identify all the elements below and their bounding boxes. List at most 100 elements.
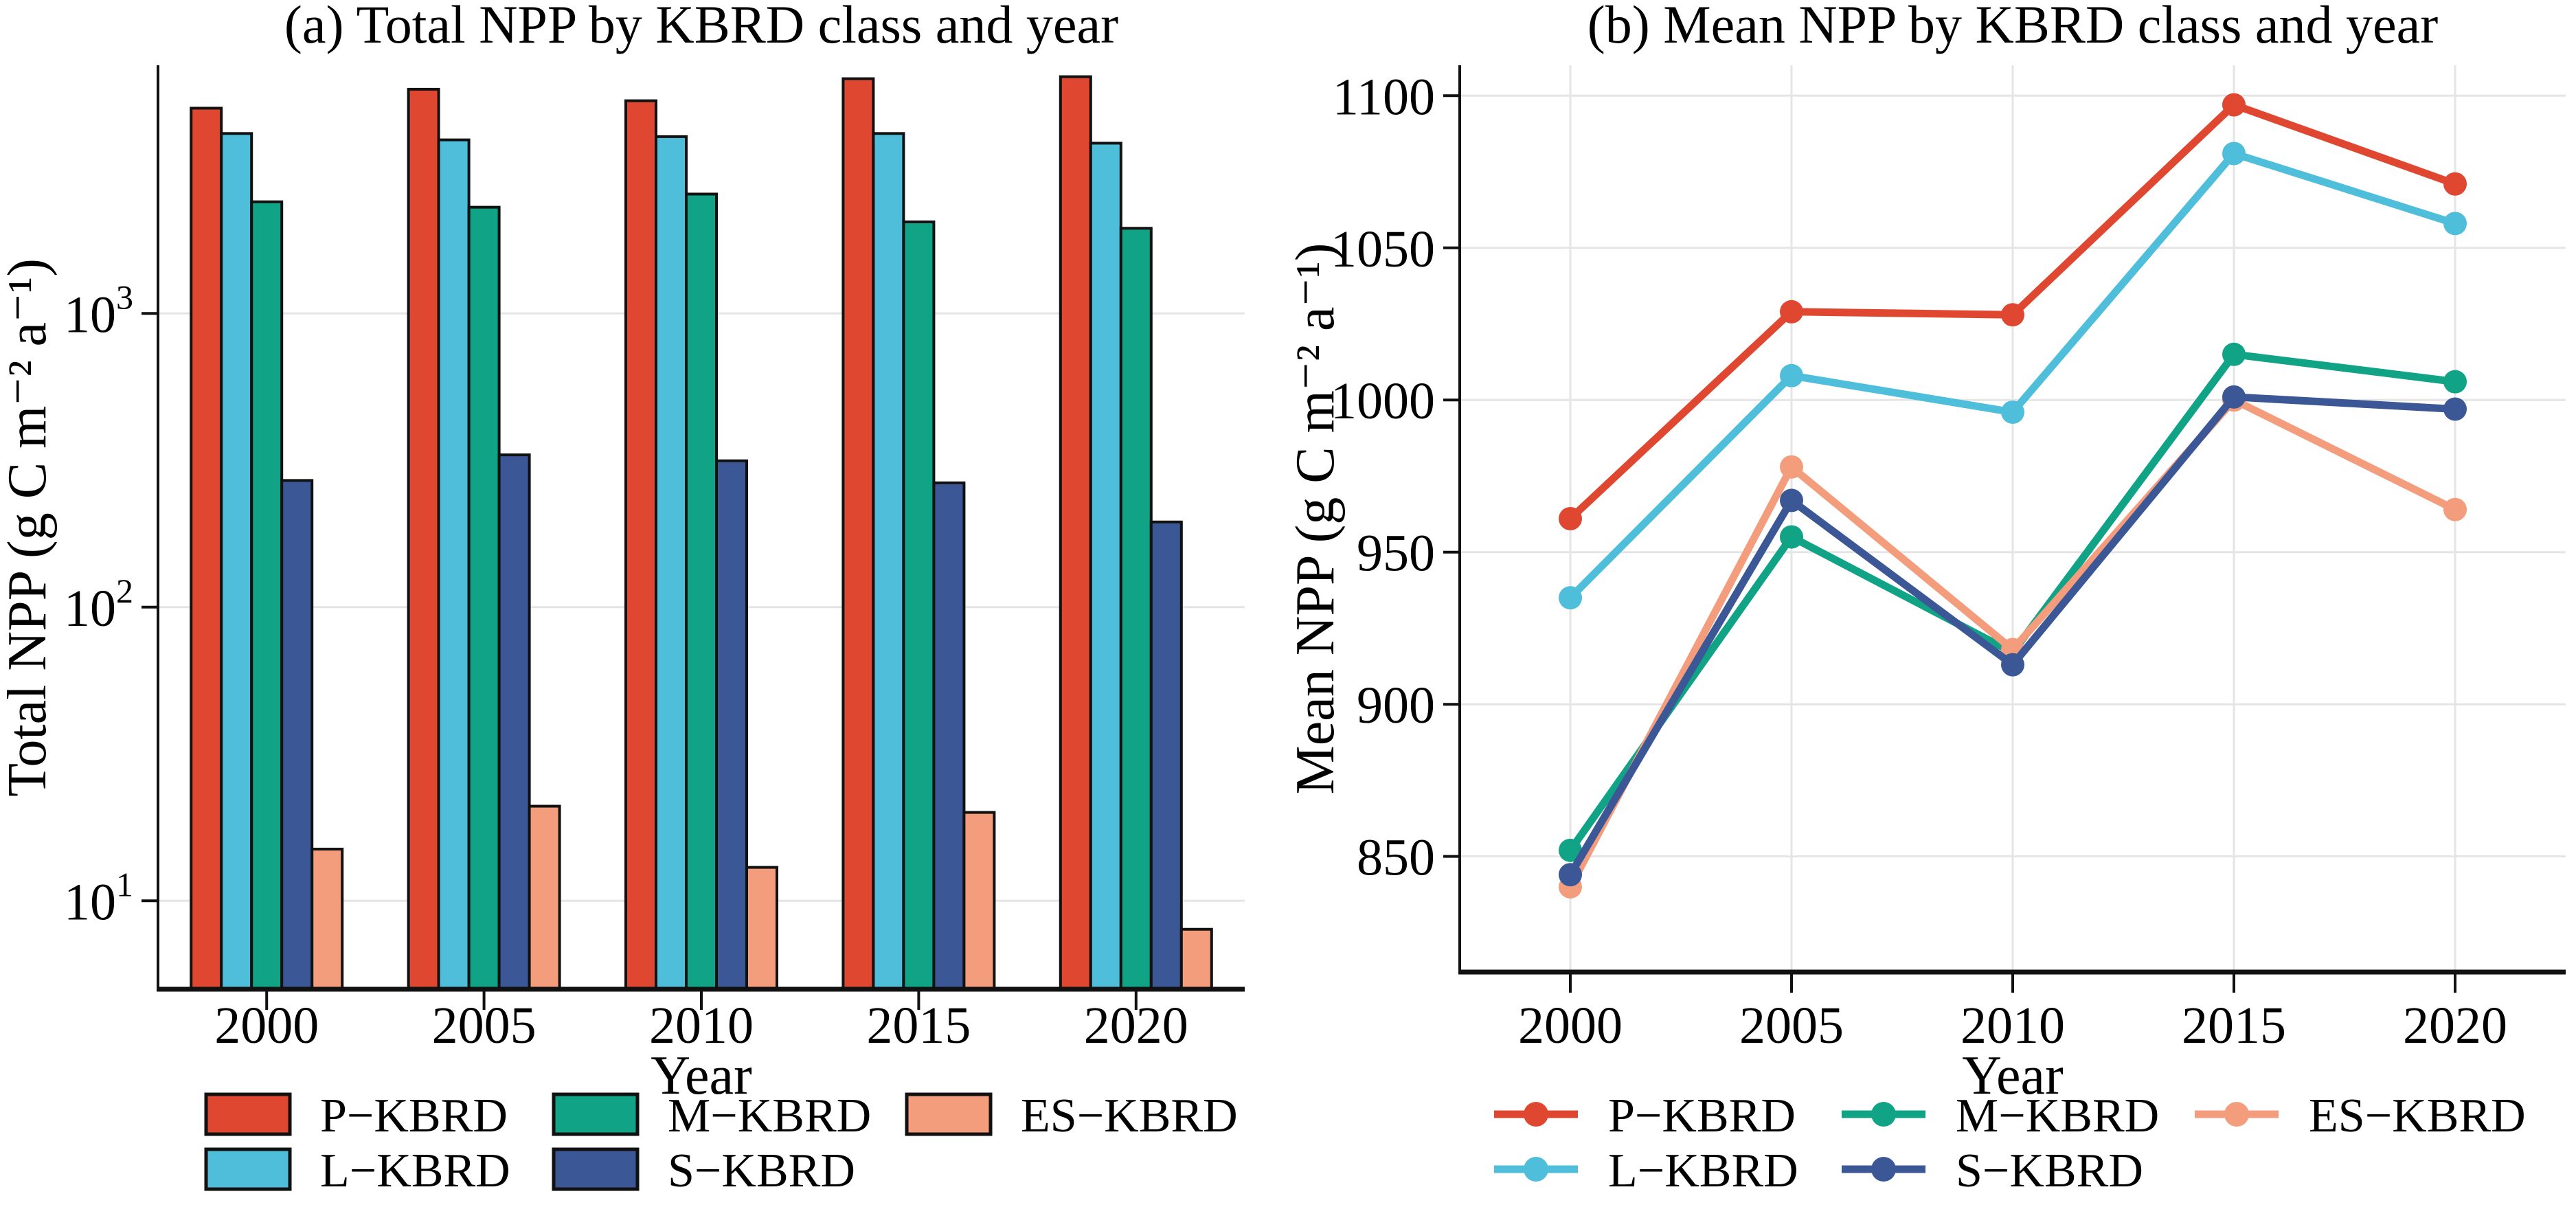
legend-item: M−KBRD	[1842, 1090, 2159, 1142]
series-P-KBRD	[1559, 93, 2467, 530]
data-point-S-KBRD-2000	[1559, 863, 1582, 887]
bar-M-KBRD-2020	[1119, 227, 1153, 991]
x-tick-label: 2010	[1961, 997, 2065, 1054]
bar-S-KBRD-2000	[280, 479, 314, 991]
y-tick-label: 850	[1357, 829, 1435, 887]
bars-layer	[190, 75, 1213, 991]
bar-P-KBRD-2000	[190, 106, 223, 991]
bar-ES-KBRD-2000	[310, 848, 344, 991]
legend-label: S−KBRD	[668, 1144, 855, 1197]
y-tick-label: 102	[64, 572, 133, 638]
x-tick-label: 2000	[1518, 997, 1623, 1054]
data-point-L-KBRD-2015	[2222, 142, 2246, 166]
data-point-S-KBRD-2015	[2222, 385, 2246, 409]
bar-P-KBRD-2010	[624, 99, 657, 991]
panel-total-npp: 101 102 103 2000 2005 2010 2015 2020 (a) Total …	[0, 0, 1245, 1197]
legend-item: P−KBRD	[1494, 1090, 1796, 1142]
bar-S-KBRD-2010	[715, 459, 748, 991]
x-tick-label: 2015	[866, 997, 971, 1054]
bar-S-KBRD-2005	[497, 453, 531, 991]
legend-label: P−KBRD	[1608, 1090, 1796, 1142]
bar-P-KBRD-2005	[407, 87, 440, 991]
y-axis-label-a: Total NPP (g C m⁻² a⁻¹)	[0, 258, 58, 797]
lines-layer	[1559, 93, 2467, 899]
data-point-L-KBRD-2000	[1559, 586, 1582, 610]
series-L-KBRD	[1559, 142, 2467, 610]
bar-M-KBRD-2000	[250, 200, 284, 991]
data-point-M-KBRD-2000	[1559, 838, 1582, 862]
data-point-M-KBRD-2020	[2443, 370, 2467, 394]
bar-ES-KBRD-2015	[962, 811, 996, 991]
bar-L-KBRD-2020	[1089, 142, 1122, 991]
legend-item: ES−KBRD	[905, 1090, 1238, 1142]
y-tick-label: 950	[1357, 525, 1435, 583]
axes-layer: 850 900 950 1000 1050 1100 2000 2005 2010 2015 202…	[1331, 65, 2566, 1054]
legend-label: S−KBRD	[1956, 1144, 2143, 1197]
bar-ES-KBRD-2020	[1179, 927, 1213, 991]
data-point-S-KBRD-2005	[1780, 488, 1803, 512]
data-point-S-KBRD-2020	[2443, 397, 2467, 421]
panel-mean-npp: 850 900 950 1000 1050 1100 2000 2005 2010 2015 202…	[1288, 0, 2576, 1207]
x-tick-label: 2020	[2403, 997, 2507, 1054]
bar-L-KBRD-2010	[655, 135, 688, 991]
data-point-P-KBRD-2010	[2001, 303, 2024, 327]
bar-L-KBRD-2005	[437, 138, 471, 991]
data-point-ES-KBRD-2020	[2443, 497, 2467, 521]
y-tick-label: 103	[64, 278, 133, 343]
legend-item: ES−KBRD	[2195, 1090, 2526, 1142]
legend-b: P−KBRD M−KBRD ES−KBRD L−KBRD S−KBRD	[1494, 1090, 2526, 1197]
legend-dot-marker	[1524, 1102, 1548, 1127]
data-point-M-KBRD-2015	[2222, 342, 2246, 366]
legend-label: L−KBRD	[1608, 1144, 1798, 1197]
bar-P-KBRD-2015	[841, 77, 875, 991]
y-tick-label: 1000	[1331, 372, 1435, 430]
y-axis-label-b: Mean NPP (g C m⁻² a⁻¹)	[1288, 243, 1346, 795]
legend-label: M−KBRD	[1956, 1090, 2159, 1142]
legend-swatch	[204, 1147, 292, 1191]
data-point-P-KBRD-2020	[2443, 172, 2467, 196]
data-point-P-KBRD-2015	[2222, 93, 2246, 117]
legend-label: ES−KBRD	[1021, 1090, 1238, 1142]
data-point-P-KBRD-2000	[1559, 507, 1582, 530]
bar-M-KBRD-2005	[467, 205, 501, 991]
y-tick-label: 900	[1357, 677, 1435, 734]
legend-swatch	[552, 1147, 640, 1191]
x-tick-label: 2015	[2182, 997, 2286, 1054]
bar-ES-KBRD-2010	[745, 866, 778, 991]
legend-swatch	[552, 1092, 640, 1136]
legend-item: M−KBRD	[552, 1090, 871, 1142]
bar-M-KBRD-2010	[685, 192, 718, 991]
legend-label: L−KBRD	[320, 1144, 510, 1197]
legend-item: L−KBRD	[1494, 1144, 1798, 1197]
legend-dot-marker	[1871, 1102, 1896, 1127]
bar-L-KBRD-2000	[220, 132, 253, 991]
grid-layer	[1460, 65, 2566, 972]
data-point-M-KBRD-2005	[1780, 525, 1803, 549]
legend-swatch	[905, 1092, 993, 1136]
x-axis-label-a: Year	[651, 1046, 752, 1106]
series-S-KBRD	[1559, 385, 2467, 887]
bar-L-KBRD-2015	[872, 132, 905, 991]
legend-item: S−KBRD	[552, 1144, 855, 1197]
chart-title-b: (b) Mean NPP by KBRD class and year	[1588, 0, 2438, 54]
x-tick-label: 2005	[1739, 997, 1844, 1054]
x-tick-label: 2005	[432, 997, 536, 1054]
legend-a: P−KBRD M−KBRD ES−KBRD L−KBRD S−KBRD	[204, 1090, 1238, 1197]
data-point-L-KBRD-2020	[2443, 212, 2467, 236]
data-point-L-KBRD-2010	[2001, 400, 2024, 424]
legend-item: L−KBRD	[204, 1144, 510, 1197]
y-tick-label: 101	[64, 865, 133, 931]
x-tick-label: 2020	[1084, 997, 1188, 1054]
chart-title-a: (a) Total NPP by KBRD class and year	[284, 0, 1118, 54]
y-tick-label: 1050	[1331, 221, 1435, 278]
data-point-L-KBRD-2005	[1780, 363, 1803, 387]
line-chart-mean-npp: 850 900 950 1000 1050 1100 2000 2005 2010 2015 202…	[1288, 0, 2566, 1197]
y-tick-label: 1100	[1333, 68, 1435, 126]
legend-swatch	[204, 1092, 292, 1136]
bar-ES-KBRD-2005	[528, 804, 561, 991]
x-axis-label-b: Year	[1962, 1046, 2063, 1106]
bar-M-KBRD-2015	[902, 221, 936, 991]
bar-S-KBRD-2020	[1149, 520, 1183, 991]
legend-label: M−KBRD	[668, 1090, 871, 1142]
